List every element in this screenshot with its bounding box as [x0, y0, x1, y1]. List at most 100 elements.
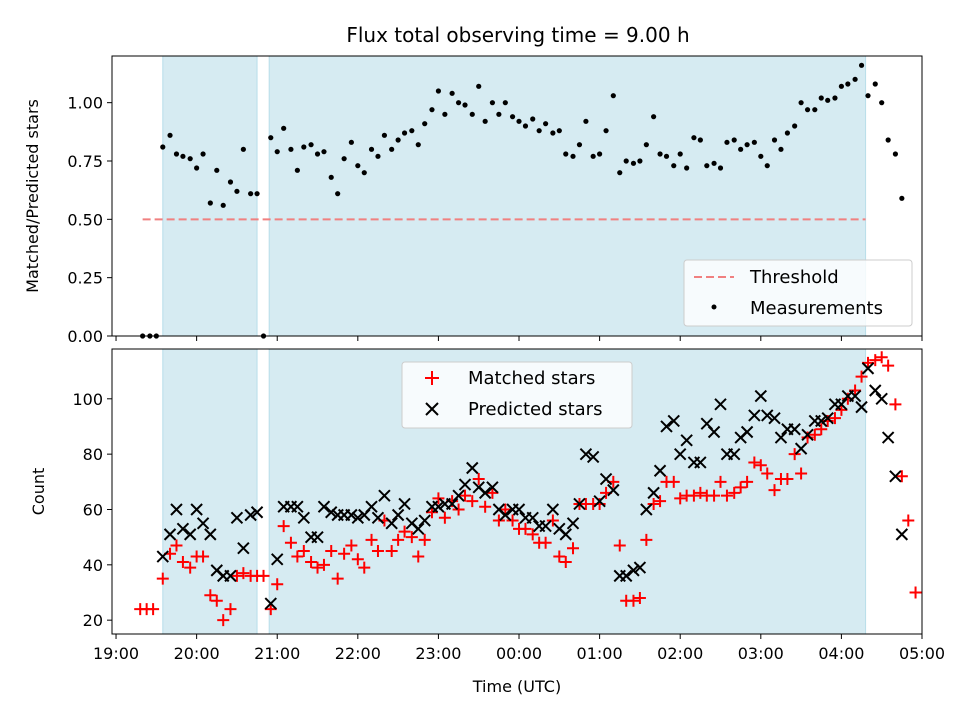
matched-star-point — [345, 539, 358, 552]
measurement-point — [308, 142, 314, 148]
matched-star-point — [385, 544, 398, 557]
measurement-point — [455, 100, 462, 106]
measurement-point — [617, 170, 623, 176]
measurement-point — [792, 123, 798, 129]
matched-star-point — [627, 594, 640, 607]
predicted-star-point — [835, 398, 848, 411]
measurement-point — [281, 125, 287, 131]
predicted-star-point — [653, 464, 667, 477]
measurement-point — [153, 333, 159, 339]
matched-star-point — [156, 572, 169, 585]
measurement-point — [711, 160, 717, 166]
predicted-star-point — [815, 414, 828, 428]
measurement-point — [744, 142, 750, 148]
matched-star-point — [708, 489, 721, 502]
predicted-star-point — [204, 528, 217, 541]
matched-star-point — [425, 506, 438, 519]
predicted-star-point — [881, 431, 895, 444]
measurement-point — [825, 97, 831, 103]
matched-star-point — [170, 539, 183, 552]
measurement-point — [832, 95, 838, 101]
bottom-axes-frame — [111, 348, 923, 635]
measurement-point — [442, 111, 448, 117]
measurement-point — [489, 100, 496, 106]
measurement-point — [812, 107, 818, 113]
predicted-stars-series — [156, 362, 909, 610]
bottom-x-tick-label: 23:00 — [415, 644, 461, 663]
matched-star-point — [472, 473, 485, 486]
measurement-point — [738, 146, 744, 152]
matched-stars-series — [134, 351, 922, 627]
matched-star-point — [667, 475, 680, 488]
measurement-point — [717, 165, 724, 171]
predicted-star-point — [190, 503, 203, 516]
bottom-y-tick-label: 100 — [72, 390, 103, 409]
measurement-point — [879, 100, 885, 106]
predicted-star-point — [539, 519, 552, 533]
predicted-star-point — [418, 514, 431, 527]
matched-star-point — [291, 550, 304, 563]
measurement-point — [220, 202, 226, 208]
measurement-point — [892, 151, 899, 157]
predicted-star-point — [607, 483, 620, 497]
measurement-point — [294, 167, 300, 173]
bottom-y-tick-label: 60 — [83, 500, 103, 519]
measurement-point — [764, 163, 770, 169]
matched-star-point — [358, 561, 371, 574]
predicted-star-point — [156, 550, 169, 563]
predicted-star-point — [365, 500, 378, 513]
matched-star-point — [237, 567, 250, 580]
top-y-tick-label: 1.00 — [67, 94, 103, 113]
measurement-point — [724, 139, 730, 145]
measurement-point — [563, 151, 569, 157]
measurement-point — [818, 95, 824, 101]
measurements-legend-label: Measurements — [750, 298, 883, 319]
measurement-point — [663, 153, 670, 159]
predicted-star-point — [768, 411, 781, 425]
measurement-point — [214, 167, 220, 173]
predicted-star-point — [794, 442, 808, 455]
measurement-point — [671, 163, 677, 169]
matched-star-point — [224, 603, 237, 616]
matched-star-point — [640, 533, 653, 546]
measurement-point — [147, 333, 153, 339]
matched-star-point — [849, 384, 862, 397]
measurements-series — [140, 62, 905, 339]
measurement-point — [328, 174, 334, 180]
matched-star-point — [204, 589, 217, 602]
measurement-point — [576, 142, 583, 148]
measurement-point — [140, 333, 146, 339]
top-shaded-interval — [162, 55, 258, 337]
predicted-star-point — [647, 486, 660, 500]
matched-star-point — [613, 539, 626, 552]
matched-star-point — [761, 467, 774, 480]
predicted-star-point — [579, 447, 593, 461]
predicted-star-point — [512, 503, 526, 516]
measurement-point — [637, 158, 643, 164]
measurement-point — [260, 333, 267, 339]
predicted-star-point — [311, 530, 324, 544]
predicted-star-point — [230, 511, 244, 524]
measurement-point — [885, 137, 891, 143]
matched-star-point — [835, 403, 848, 416]
predicted-star-point — [478, 486, 492, 500]
predicted-legend-label: Predicted stars — [468, 399, 602, 420]
predicted-star-point — [788, 423, 801, 436]
measurement-point — [758, 153, 764, 159]
measurement-point — [771, 137, 778, 143]
top-y-tick-label: 0.75 — [67, 152, 103, 171]
matched-star-point — [317, 558, 330, 571]
matched-star-point — [486, 486, 499, 499]
matched-star-point — [741, 475, 754, 488]
matched-star-point — [828, 412, 841, 425]
predicted-star-point — [526, 511, 539, 524]
predicted-star-point — [452, 489, 465, 502]
measurement-point — [476, 83, 482, 89]
matched-star-point — [781, 473, 794, 486]
predicted-star-point — [869, 384, 882, 397]
matched-star-point — [687, 489, 700, 502]
measurement-point — [543, 121, 549, 127]
matched-star-point — [553, 550, 566, 563]
measurement-point — [180, 153, 186, 159]
